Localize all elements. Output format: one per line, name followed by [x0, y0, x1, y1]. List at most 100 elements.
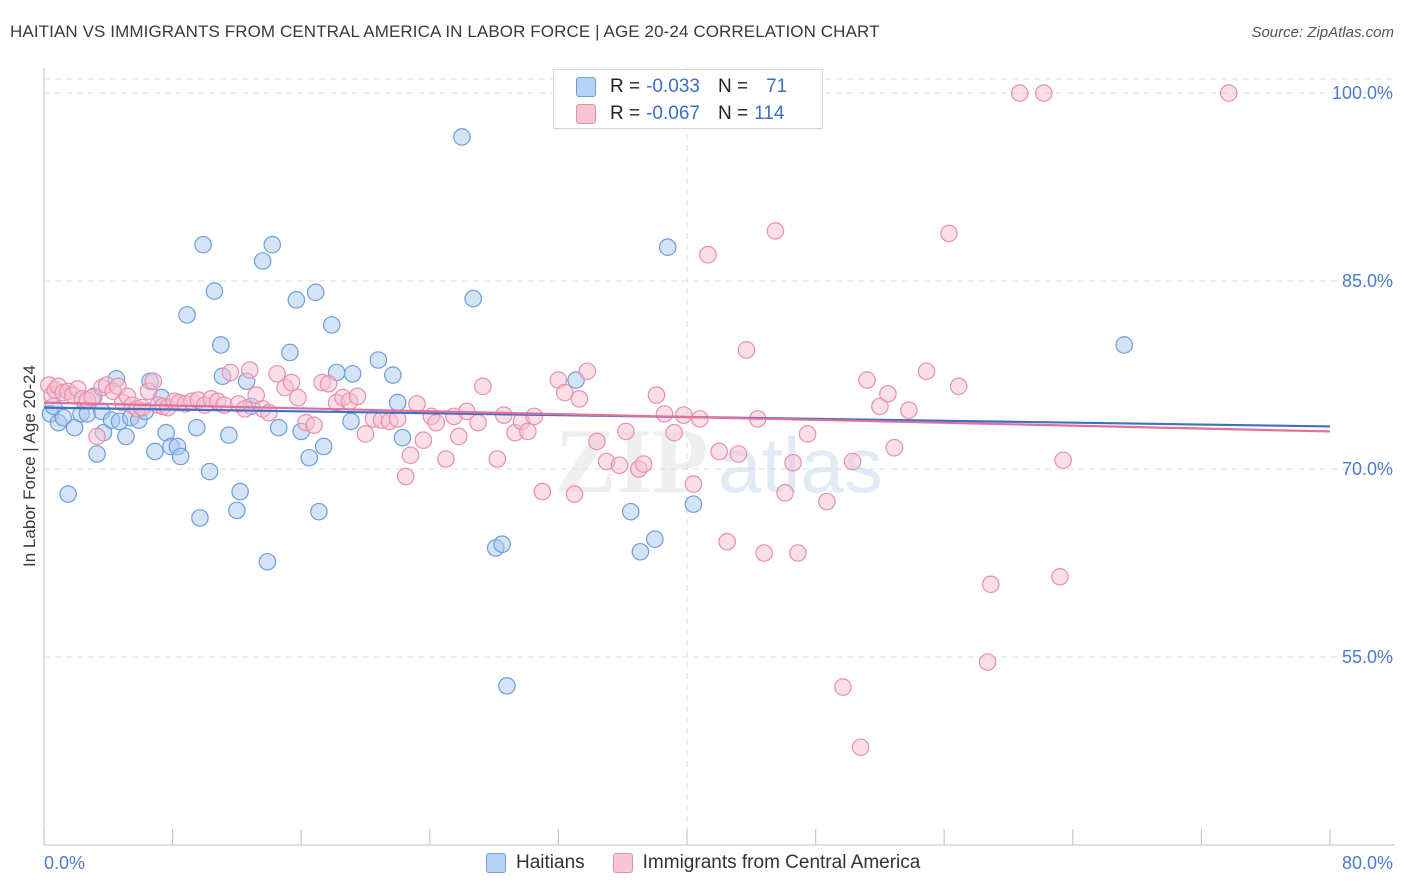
- legend-item-central-america[interactable]: Immigrants from Central America: [612, 852, 920, 874]
- central-america-point: [319, 375, 338, 393]
- central-america-point: [978, 653, 997, 671]
- central-america-point: [588, 432, 606, 451]
- central-america-point: [674, 406, 693, 424]
- central-america-point: [798, 425, 817, 443]
- stats-row-central-america: R = -0.067 N = 114: [576, 102, 784, 126]
- central-america-point: [1010, 84, 1029, 102]
- central-america-point: [1051, 568, 1069, 586]
- central-america-point: [885, 438, 904, 457]
- x-tick-label: 80.0%: [1342, 853, 1393, 873]
- central-america-point: [474, 377, 492, 396]
- haitian-point: [253, 252, 272, 270]
- central-america-point: [647, 386, 666, 404]
- central-america-point: [449, 427, 468, 446]
- trend-lines: [43, 401, 1331, 433]
- haitian-point: [310, 502, 328, 521]
- central-america-point: [221, 363, 240, 382]
- central-america-point: [617, 422, 635, 441]
- haitian-point: [228, 501, 246, 520]
- central-america-point: [755, 544, 773, 562]
- central-america-point: [88, 427, 106, 446]
- central-america-point: [268, 364, 286, 383]
- central-america-point: [610, 456, 629, 475]
- central-america-point: [718, 532, 736, 551]
- haitian-point: [187, 418, 206, 437]
- axes: [43, 68, 1395, 846]
- central-america-point: [655, 405, 674, 423]
- haitian-point: [658, 238, 677, 257]
- haitian-point: [220, 426, 238, 444]
- haitian-point: [646, 530, 664, 549]
- central-america-point: [871, 397, 889, 416]
- stats-n-label: N =: [717, 76, 749, 97]
- central-america-point: [133, 398, 151, 417]
- central-america-point: [691, 410, 709, 428]
- haitian-point: [281, 343, 299, 362]
- central-america-point: [729, 445, 748, 463]
- central-america-point: [834, 678, 852, 696]
- central-america-trend-line: [43, 401, 1331, 433]
- grid-lines: [44, 68, 1395, 845]
- central-america-point: [578, 362, 597, 381]
- haitian-point: [388, 393, 407, 412]
- central-america-point: [684, 475, 703, 493]
- y-tick-label: 100.0%: [1332, 83, 1393, 103]
- central-america-point: [634, 455, 653, 473]
- central-america-point: [533, 482, 552, 501]
- haitian-point: [1115, 336, 1134, 354]
- stats-n-value: 71: [766, 76, 788, 97]
- chart-title: HAITIAN VS IMMIGRANTS FROM CENTRAL AMERI…: [10, 22, 880, 41]
- haitian-point: [269, 418, 288, 437]
- central-america-point: [843, 452, 862, 471]
- central-america-point: [289, 388, 307, 407]
- central-america-point: [305, 416, 323, 434]
- stats-swatch-pink: [576, 104, 596, 124]
- haitian-point: [191, 509, 209, 527]
- haitian-point: [258, 552, 277, 571]
- tick-labels: 55.0% 70.0% 85.0% 100.0% 0.0% 80.0%: [44, 83, 1393, 873]
- central-america-point: [469, 413, 487, 432]
- central-america-point: [737, 341, 756, 359]
- haitian-point: [117, 427, 135, 446]
- central-america-point: [818, 492, 836, 511]
- stats-n-label: N =: [717, 103, 749, 124]
- central-america-point: [565, 485, 584, 503]
- haitian-point: [343, 364, 362, 383]
- data-points: [40, 84, 1238, 757]
- central-america-point: [556, 383, 574, 402]
- haitian-point: [231, 482, 249, 501]
- legend-item-haitians[interactable]: Haitians: [486, 852, 585, 874]
- central-america-point: [396, 467, 415, 486]
- haitian-point: [369, 351, 388, 369]
- haitian-point: [287, 291, 306, 309]
- stats-row-haitians: R = -0.033 N = 71: [576, 75, 787, 99]
- stats-box: R = -0.033 N = 71 R = -0.067 N = 114: [553, 69, 823, 129]
- central-america-point: [401, 446, 420, 465]
- central-america-point: [236, 400, 254, 418]
- haitian-point: [393, 428, 412, 447]
- central-america-point: [348, 387, 367, 406]
- central-america-point: [949, 377, 968, 396]
- haitian-point: [212, 336, 230, 354]
- legend-swatch-pink: [612, 853, 633, 873]
- haitian-point: [498, 677, 516, 695]
- haitian-point: [493, 535, 511, 554]
- y-tick-label: 85.0%: [1342, 271, 1393, 291]
- haitian-point: [300, 448, 319, 467]
- central-america-point: [240, 361, 259, 379]
- central-america-point: [1219, 84, 1238, 102]
- haitian-point: [684, 495, 703, 513]
- central-america-point: [699, 245, 717, 264]
- y-tick-label: 55.0%: [1342, 647, 1393, 667]
- central-america-point: [900, 401, 918, 419]
- legend-label-haitians: Haitians: [516, 852, 585, 873]
- chart-legend: Haitians Immigrants from Central America: [486, 852, 948, 874]
- central-america-point: [789, 544, 807, 562]
- haitian-point: [171, 447, 190, 466]
- central-america-point: [784, 453, 802, 472]
- source-credit: Source: ZipAtlas.com: [1251, 24, 1394, 41]
- stats-n-value: 114: [754, 103, 785, 124]
- haitian-point: [453, 128, 471, 146]
- central-america-point: [710, 442, 728, 461]
